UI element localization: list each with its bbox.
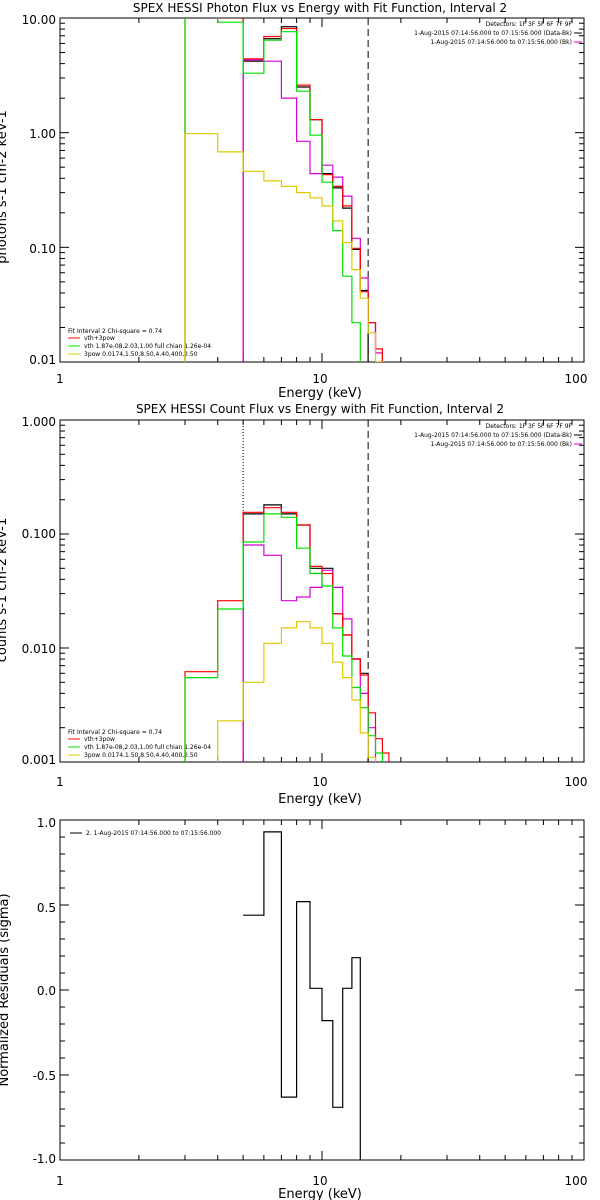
legend: Detectors: 1F 3F 5F 6F 7F 9F 1-Aug-2015 …	[414, 21, 582, 46]
y-tick-label: -0.5	[33, 1069, 56, 1083]
series-line	[242, 59, 383, 362]
axis-ticks	[59, 17, 584, 363]
series-group	[243, 831, 361, 1160]
x-tick-label: 100	[565, 1174, 588, 1188]
y-tick-label: -1.0	[33, 1152, 56, 1166]
series-line	[184, 513, 383, 762]
x-tick-label: 10	[312, 372, 327, 386]
fit-header: Fit Interval 2 Chi-square = 0.74	[68, 328, 162, 335]
chart-title: SPEX HESSI Count Flux vs Energy with Fit…	[136, 402, 504, 416]
y-tick-labels: 10.00 1.00 0.10 0.01	[22, 13, 56, 367]
series-line	[184, 18, 383, 362]
y-tick-label: 0.5	[37, 901, 56, 915]
y-tick-label: 0.001	[22, 753, 56, 767]
fit-info: Fit Interval 2 Chi-square = 0.74 vth+3po…	[68, 729, 211, 759]
series-line	[242, 544, 377, 762]
x-tick-label: 1	[56, 775, 64, 789]
legend-entry: 1-Aug-2015 07:14:56.000 to 07:15:56.000 …	[414, 30, 572, 37]
plot-frame	[59, 419, 585, 763]
chart-title: SPEX HESSI Photon Flux vs Energy with Fi…	[133, 1, 507, 15]
x-tick-labels: 1 10 100	[56, 1174, 587, 1188]
legend-entry: 2. 1-Aug-2015 07:14:56.000 to 07:15:56.0…	[86, 830, 221, 837]
x-tick-label: 1	[56, 1174, 64, 1188]
y-tick-label: 0.010	[22, 642, 56, 656]
y-tick-label: 0.100	[22, 527, 56, 541]
count-flux-panel: SPEX HESSI Count Flux vs Energy with Fit…	[0, 402, 587, 807]
y-tick-label: 1.000	[22, 415, 56, 429]
series-line	[217, 621, 377, 762]
legend-entry: 1-Aug-2015 07:14:56.000 to 07:15:56.000 …	[430, 441, 572, 448]
legend-entry: 1-Aug-2015 07:14:56.000 to 07:15:56.000 …	[414, 432, 572, 439]
axis-ticks	[59, 419, 584, 763]
fit-entry: 3pow 0.0174,1.50,8.50,4.40,400,2.50	[84, 752, 198, 759]
x-tick-label: 1	[56, 372, 64, 386]
x-tick-label: 100	[565, 775, 588, 789]
y-tick-label: 1.00	[29, 127, 56, 141]
series-line	[184, 133, 383, 362]
residuals-panel: Energy (keV) Normalized Residuals (sigma…	[0, 816, 587, 1200]
detectors-label: Detectors: 1F 3F 5F 6F 7F 9F	[486, 423, 573, 430]
legend: Detectors: 1F 3F 5F 6F 7F 9F 1-Aug-2015 …	[414, 423, 582, 448]
fit-entry: vth+3pow	[84, 335, 115, 342]
series-line	[184, 18, 361, 362]
y-tick-label: 10.00	[22, 13, 56, 27]
x-tick-labels: 1 10 100	[56, 775, 587, 789]
fit-info: Fit Interval 2 Chi-square = 0.74 vth+3po…	[68, 328, 211, 358]
x-tick-label: 10	[312, 1174, 327, 1188]
y-tick-labels: 1.000 0.100 0.010 0.001	[22, 415, 56, 767]
series-line	[243, 831, 361, 1160]
fit-entry: 3pow 0.0174,1.50,8.50,4.40,400,2.50	[84, 351, 198, 358]
y-tick-labels: 1.0 0.5 0.0 -0.5 -1.0	[33, 816, 56, 1166]
y-tick-label: 0.10	[29, 242, 56, 256]
x-tick-label: 10	[312, 775, 327, 789]
fit-header: Fit Interval 2 Chi-square = 0.74	[68, 729, 162, 736]
x-axis-label: Energy (keV)	[278, 1187, 362, 1200]
photon-flux-panel: SPEX HESSI Photon Flux vs Energy with Fi…	[0, 1, 587, 401]
axis-ticks	[59, 819, 584, 1161]
series-line	[242, 504, 369, 762]
y-axis-label: counts s-1 cm-2 keV-1	[0, 518, 10, 663]
series-line	[184, 507, 390, 762]
series-line	[242, 26, 369, 362]
series-group	[184, 18, 383, 362]
x-axis-label: Energy (keV)	[278, 792, 362, 807]
y-axis-label: Normalized Residuals (sigma)	[0, 893, 12, 1086]
y-tick-label: 1.0	[37, 816, 56, 830]
y-tick-label: 0.0	[37, 984, 56, 998]
x-tick-labels: 1 10 100	[56, 372, 587, 386]
plot-frame	[59, 17, 585, 363]
legend-entry: 1-Aug-2015 07:14:56.000 to 07:15:56.000 …	[430, 39, 572, 46]
y-tick-label: 0.01	[29, 353, 56, 367]
detectors-label: Detectors: 1F 3F 5F 6F 7F 9F	[486, 21, 573, 28]
fit-entry: vth 1.87e-08,2.03,1.00 full chian 1.26e-…	[84, 343, 211, 350]
fit-entry: vth+3pow	[84, 736, 115, 743]
x-tick-label: 100	[565, 372, 588, 386]
x-axis-label: Energy (keV)	[278, 386, 362, 401]
legend: 2. 1-Aug-2015 07:14:56.000 to 07:15:56.0…	[70, 830, 221, 837]
series-group	[184, 504, 390, 762]
fit-entry: vth 1.87e-08,2.03,1.00 full chian 1.26e-…	[84, 744, 211, 751]
y-axis-label: photons s-1 cm-2 keV-1	[0, 110, 10, 264]
